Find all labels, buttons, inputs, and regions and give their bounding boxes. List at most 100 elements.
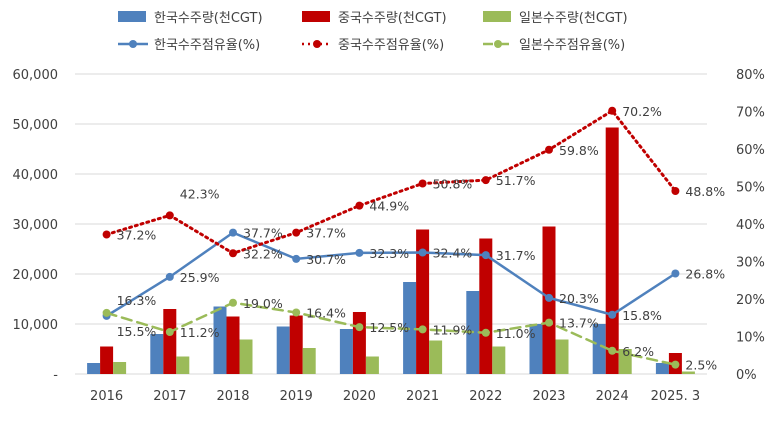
bar-china (289, 315, 303, 374)
data-label-korea: 30.7% (306, 252, 346, 267)
data-label-japan: 16.3% (117, 293, 157, 308)
marker-china (481, 176, 490, 185)
marker-china (292, 228, 301, 237)
bar-japan (681, 371, 695, 374)
x-axis-tick-label: 2017 (153, 389, 186, 404)
marker-japan (355, 323, 364, 332)
data-label-korea: 37.7% (243, 226, 283, 241)
data-label-japan: 11.2% (180, 325, 220, 340)
marker-china (671, 187, 680, 195)
legend-marker (129, 40, 137, 48)
x-axis-tick-label: 2023 (532, 389, 565, 404)
marker-china (102, 230, 111, 239)
data-label-japan: 11.0% (496, 326, 536, 341)
left-axis-tick-label: 40,000 (13, 168, 59, 183)
marker-japan (481, 328, 490, 337)
x-axis-tick-label: 2020 (343, 389, 376, 404)
data-label-japan: 2.5% (685, 358, 717, 373)
x-axis-tick-label: 2025. 3 (651, 389, 701, 404)
legend-label: 일본수주량(천CGT) (519, 11, 628, 26)
data-label-korea: 31.7% (496, 248, 536, 263)
left-axis-tick-label: 30,000 (13, 218, 59, 233)
data-label-korea: 32.4% (433, 246, 473, 261)
data-label-japan: 13.7% (559, 316, 599, 331)
bar-korea (276, 326, 290, 374)
marker-japan (545, 318, 553, 327)
bar-korea (339, 329, 353, 374)
marker-japan (418, 325, 427, 334)
marker-china (165, 211, 174, 220)
legend-swatch (302, 11, 330, 22)
bar-korea (213, 306, 227, 374)
bar-japan (176, 356, 190, 374)
marker-japan (671, 360, 680, 369)
x-axis-tick-label: 2019 (280, 389, 313, 404)
data-label-china: 37.7% (306, 226, 346, 241)
marker-korea (418, 248, 427, 257)
right-axis-tick-label: 10% (736, 331, 765, 346)
bar-japan (618, 349, 632, 374)
right-axis-tick-label: 60% (736, 143, 765, 158)
data-label-japan: 11.9% (433, 322, 473, 337)
data-label-china: 59.8% (559, 143, 599, 158)
legend-label: 한국수주점유율(%) (154, 38, 260, 53)
bar-korea (592, 324, 606, 374)
bar-japan (113, 362, 127, 374)
data-label-china: 48.8% (685, 184, 725, 199)
x-axis-tick-label: 2024 (596, 389, 629, 404)
data-label-china: 44.9% (369, 199, 409, 214)
right-axis-tick-label: 20% (736, 293, 765, 308)
data-label-china: 50.8% (433, 177, 473, 192)
bar-japan (302, 348, 316, 374)
marker-japan (229, 298, 237, 307)
marker-china (229, 249, 237, 258)
right-axis-tick-label: 70% (736, 106, 765, 121)
data-label-korea: 15.5% (117, 324, 157, 339)
marker-korea (292, 254, 301, 263)
legend-label: 중국수주량(천CGT) (338, 11, 447, 26)
data-label-japan: 16.4% (306, 306, 346, 321)
right-axis-tick-label: 0% (736, 368, 757, 383)
legend-label: 한국수주량(천CGT) (154, 11, 263, 26)
right-axis-tick-label: 80% (736, 68, 765, 83)
data-label-china: 51.7% (496, 173, 536, 188)
marker-korea (608, 310, 617, 319)
x-axis-tick-label: 2021 (406, 389, 439, 404)
bar-korea (150, 334, 164, 374)
bar-china (352, 312, 366, 374)
data-label-china: 42.3% (180, 186, 220, 201)
marker-china (545, 145, 553, 154)
marker-korea (165, 272, 174, 281)
x-axis-tick-label: 2022 (469, 389, 502, 404)
bar-china (100, 346, 114, 374)
data-label-japan: 12.5% (369, 320, 409, 335)
marker-korea (671, 269, 680, 278)
legend-marker (494, 40, 502, 48)
data-label-japan: 6.2% (622, 344, 654, 359)
bar-korea (529, 324, 543, 374)
data-label-korea: 25.9% (180, 270, 220, 285)
left-axis-tick-label: 20,000 (13, 268, 59, 283)
marker-japan (608, 346, 617, 355)
x-axis-tick-label: 2018 (216, 389, 249, 404)
right-axis-tick-label: 30% (736, 256, 765, 271)
right-axis-tick-label: 40% (736, 218, 765, 233)
bar-japan (429, 340, 443, 374)
left-axis-tick-label: 50,000 (13, 118, 59, 133)
data-label-china: 37.2% (117, 228, 157, 243)
marker-japan (292, 308, 301, 317)
legend-swatch (118, 11, 146, 22)
marker-korea (545, 293, 553, 302)
x-axis-tick-label: 2016 (90, 389, 123, 404)
marker-japan (102, 308, 111, 317)
marker-korea (229, 228, 237, 237)
marker-china (355, 201, 364, 210)
legend-marker (313, 40, 321, 48)
data-label-korea: 32.3% (369, 246, 409, 261)
data-label-korea: 15.8% (622, 308, 662, 323)
marker-china (608, 106, 617, 115)
marker-japan (165, 328, 174, 336)
legend-swatch (483, 11, 511, 22)
data-label-china: 32.2% (243, 246, 283, 261)
